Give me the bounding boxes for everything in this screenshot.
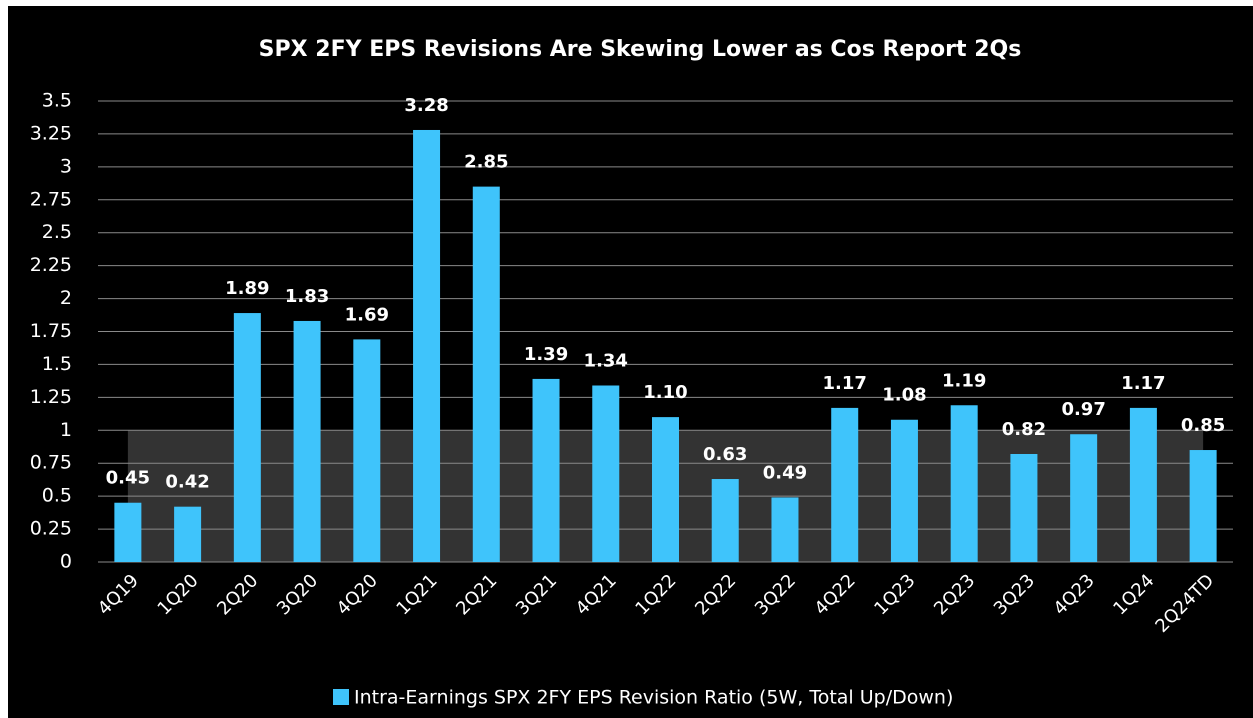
legend-label: Intra-Earnings SPX 2FY EPS Revision Rati…: [354, 687, 953, 709]
bar: [114, 502, 142, 562]
chart-title: SPX 2FY EPS Revisions Are Skewing Lower …: [259, 37, 1022, 62]
bar: [652, 417, 679, 562]
y-tick-label: 2.75: [30, 188, 72, 210]
data-label: 1.69: [345, 304, 389, 325]
data-label: 1.19: [942, 370, 986, 391]
data-label: 0.97: [1061, 399, 1105, 420]
bar: [1129, 407, 1157, 562]
bar: [532, 378, 560, 562]
data-label: 0.82: [1002, 419, 1046, 440]
bar: [174, 506, 202, 562]
bar: [592, 385, 620, 562]
bar: [890, 419, 918, 562]
data-label: 1.08: [882, 385, 926, 406]
y-tick-label: 2.25: [30, 254, 72, 276]
bar: [950, 405, 978, 562]
y-tick-label: 3.5: [42, 90, 72, 112]
y-tick-label: 1.75: [30, 320, 72, 342]
bar: [293, 320, 321, 562]
data-label: 3.28: [404, 95, 448, 116]
y-tick-label: 0.25: [30, 518, 72, 540]
y-tick-label: 1.5: [42, 353, 72, 375]
bar: [413, 129, 441, 562]
data-label: 0.42: [165, 472, 209, 493]
bar: [1010, 453, 1038, 562]
y-tick-label: 0.75: [30, 452, 72, 474]
data-label: 0.45: [106, 468, 150, 489]
y-tick-label: 2.5: [42, 221, 72, 243]
data-label: 0.49: [763, 462, 807, 483]
background: [8, 6, 1253, 718]
data-label: 1.83: [285, 286, 329, 307]
data-label: 1.17: [822, 373, 866, 394]
bar: [711, 479, 739, 562]
data-label: 1.89: [225, 278, 269, 299]
bar: [233, 313, 261, 562]
y-tick-label: 3: [60, 155, 72, 177]
y-tick-label: 1: [60, 419, 72, 441]
bar: [472, 186, 500, 562]
data-label: 1.10: [643, 382, 687, 403]
data-label: 1.39: [524, 344, 568, 365]
legend-swatch: [333, 689, 349, 705]
bar: [771, 497, 799, 562]
bar: [353, 339, 381, 562]
bar: [831, 407, 859, 562]
y-tick-label: 0.5: [42, 485, 72, 507]
data-label: 1.17: [1121, 373, 1165, 394]
y-tick-label: 1.25: [30, 386, 72, 408]
y-tick-label: 2: [60, 287, 72, 309]
data-label: 0.85: [1181, 415, 1225, 436]
bar: [1070, 434, 1098, 562]
bar: [1189, 450, 1217, 562]
data-label: 0.63: [703, 444, 747, 465]
y-tick-label: 3.25: [30, 122, 72, 144]
data-label: 1.34: [584, 351, 628, 372]
data-label: 2.85: [464, 152, 508, 173]
y-tick-label: 0: [60, 551, 72, 573]
